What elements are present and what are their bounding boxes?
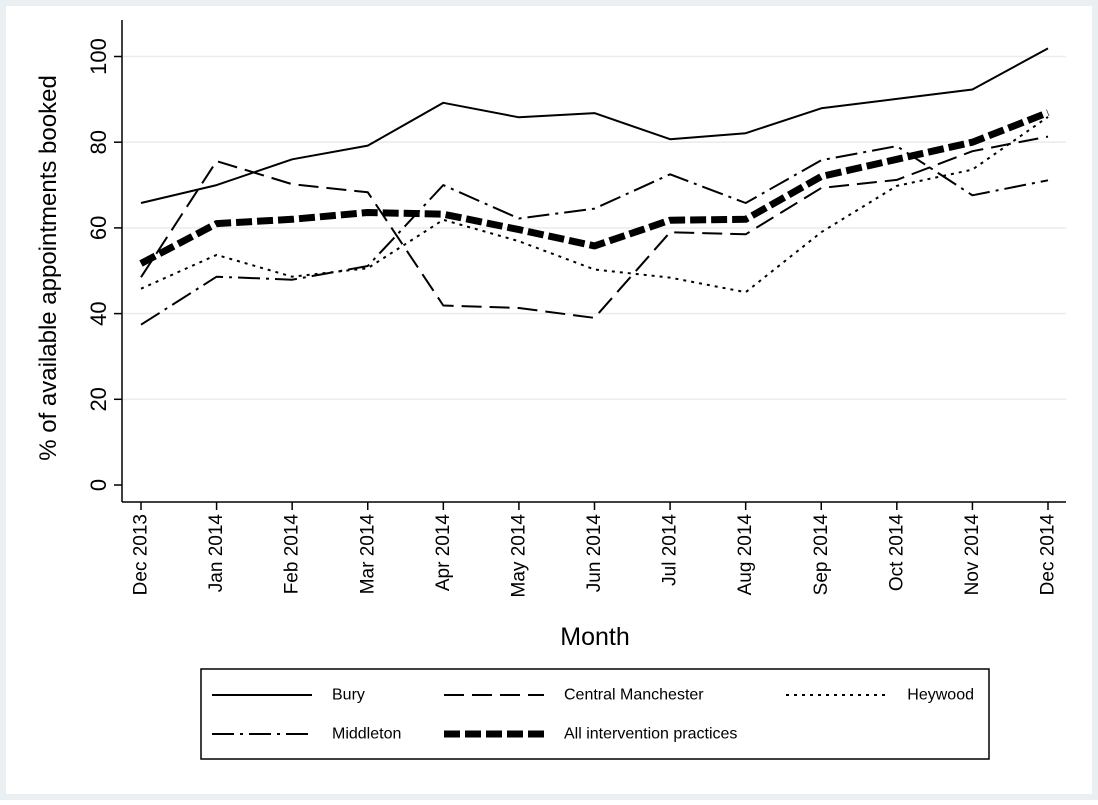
y-tick-label: 0 [86, 479, 111, 491]
y-tick-label: 60 [86, 216, 111, 240]
series-line-2 [140, 116, 1049, 294]
y-tick-label: 40 [86, 301, 111, 325]
x-tick-label: Nov 2014 [962, 514, 983, 596]
x-tick-label: Jan 2014 [206, 514, 227, 593]
axes [114, 20, 1066, 510]
legend-label-2: Heywood [907, 687, 974, 704]
y-tick-label: 20 [86, 387, 111, 411]
x-tick-label: Feb 2014 [282, 514, 303, 595]
x-tick-label: Jun 2014 [584, 514, 605, 593]
x-tick-label: Sep 2014 [811, 514, 832, 596]
x-tick-label: May 2014 [508, 514, 529, 598]
series-line-1 [140, 135, 1049, 319]
series-line-4 [139, 109, 1050, 267]
series-line-0 [140, 47, 1049, 204]
legend: Bury Central Manchester Heywood Middleton Al… [200, 668, 990, 760]
series-lines [139, 47, 1050, 326]
legend-label-4: All intervention practices [564, 726, 737, 743]
x-tick-label: Jul 2014 [660, 514, 681, 586]
y-tick-label: 100 [86, 38, 111, 75]
x-axis-label: Month [560, 623, 629, 651]
legend-label-0: Bury [332, 687, 365, 704]
series-line-3 [140, 145, 1049, 326]
tick-labels: 0 20 40 60 80 100 Dec 2013 Jan 2014 Feb 2014 Mar … [86, 38, 1059, 597]
legend-label-3: Middleton [332, 726, 401, 743]
x-tick-label: Dec 2014 [1038, 514, 1059, 596]
x-tick-label: Apr 2014 [433, 514, 454, 592]
x-tick-label: Aug 2014 [735, 514, 756, 596]
x-tick-label: Oct 2014 [886, 514, 907, 592]
y-tick-label: 80 [86, 130, 111, 154]
y-axis-label: % of available appointments booked [35, 75, 62, 461]
x-tick-label: Dec 2013 [131, 514, 152, 595]
x-tick-label: Mar 2014 [357, 514, 378, 595]
grid [122, 55, 1066, 401]
legend-box [200, 668, 990, 760]
legend-label-1: Central Manchester [564, 687, 704, 704]
